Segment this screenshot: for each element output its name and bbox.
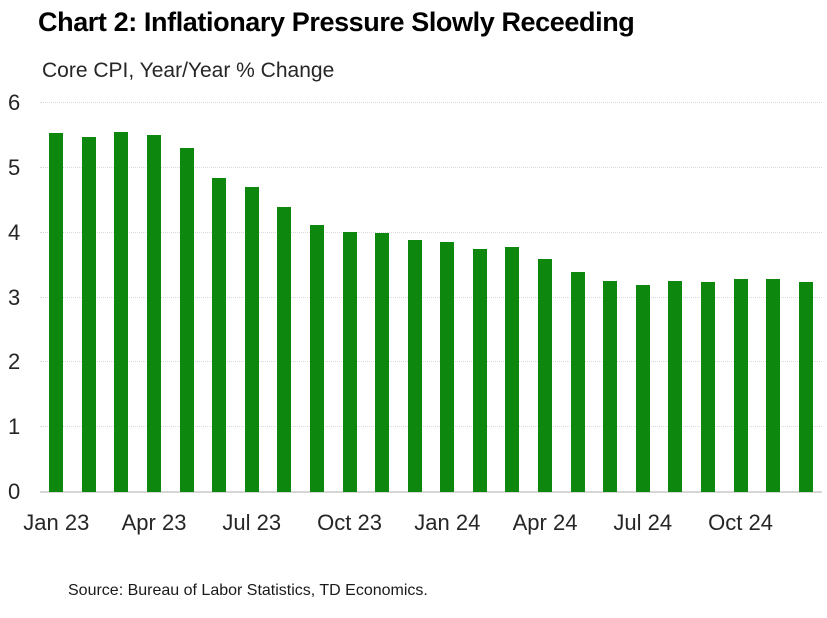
bar-feb-23 xyxy=(81,136,96,492)
source-note: Source: Bureau of Labor Statistics, TD E… xyxy=(68,582,428,599)
y-tick-label-5: 5 xyxy=(8,154,21,180)
bar-apr-23 xyxy=(147,134,162,492)
x-tick-label-jul-23: Jul 23 xyxy=(222,510,282,535)
y-tick-label-2: 2 xyxy=(8,349,21,375)
x-tick-label-jul-24: Jul 24 xyxy=(613,510,673,535)
bar-nov-23 xyxy=(375,232,390,492)
x-tick-label-oct-23: Oct 23 xyxy=(317,510,382,535)
chart-title: Chart 2: Inflationary Pressure Slowly Re… xyxy=(38,7,635,37)
x-tick-label-oct-24: Oct 24 xyxy=(708,510,773,535)
bar-oct-24 xyxy=(733,279,748,492)
bar-aug-23 xyxy=(277,207,292,492)
gridline-1 xyxy=(40,426,822,428)
x-axis-line xyxy=(40,491,822,493)
y-tick-label-6: 6 xyxy=(8,90,21,115)
bar-dec-24 xyxy=(798,281,813,492)
gridline-2 xyxy=(40,361,822,363)
gridline-6 xyxy=(40,102,822,103)
gridline-5 xyxy=(40,166,822,168)
bar-jul-23 xyxy=(244,187,259,492)
bar-jun-23 xyxy=(212,178,227,492)
gridline-4 xyxy=(40,231,822,233)
x-tick-label-jan-23: Jan 23 xyxy=(23,510,90,535)
bar-jan-24 xyxy=(440,241,455,492)
bar-may-23 xyxy=(179,147,194,492)
bar-oct-23 xyxy=(342,232,357,492)
x-tick-label-jan-24: Jan 24 xyxy=(414,510,481,535)
bar-feb-24 xyxy=(472,248,487,492)
plot-area xyxy=(40,102,822,493)
bar-sep-24 xyxy=(700,281,715,492)
bar-jan-23 xyxy=(49,133,64,492)
x-axis-labels: Jan 23 Apr 23 Jul 23 Oct 23 Jan 24 Apr 24 Jul … xyxy=(0,510,827,540)
bar-nov-24 xyxy=(766,279,781,492)
bar-mar-24 xyxy=(505,246,520,492)
bar-dec-23 xyxy=(407,239,422,492)
bar-jul-24 xyxy=(635,285,650,492)
x-tick-label-apr-23: Apr 23 xyxy=(121,510,187,535)
y-tick-label-1: 1 xyxy=(8,414,21,440)
y-axis-labels: 0 1 2 3 4 5 6 xyxy=(0,91,40,504)
y-tick-label-3: 3 xyxy=(8,284,21,310)
y-tick-label-0: 0 xyxy=(8,479,21,504)
bar-jun-24 xyxy=(603,280,618,492)
bar-mar-23 xyxy=(114,131,129,492)
bar-sep-23 xyxy=(309,224,324,492)
bar-aug-24 xyxy=(668,281,683,492)
gridline-3 xyxy=(40,296,822,298)
x-tick-label-apr-24: Apr 24 xyxy=(512,510,578,535)
chart-subtitle: Core CPI, Year/Year % Change xyxy=(42,59,335,82)
y-tick-label-4: 4 xyxy=(8,219,21,245)
bar-may-24 xyxy=(570,272,585,492)
bar-apr-24 xyxy=(538,259,553,492)
